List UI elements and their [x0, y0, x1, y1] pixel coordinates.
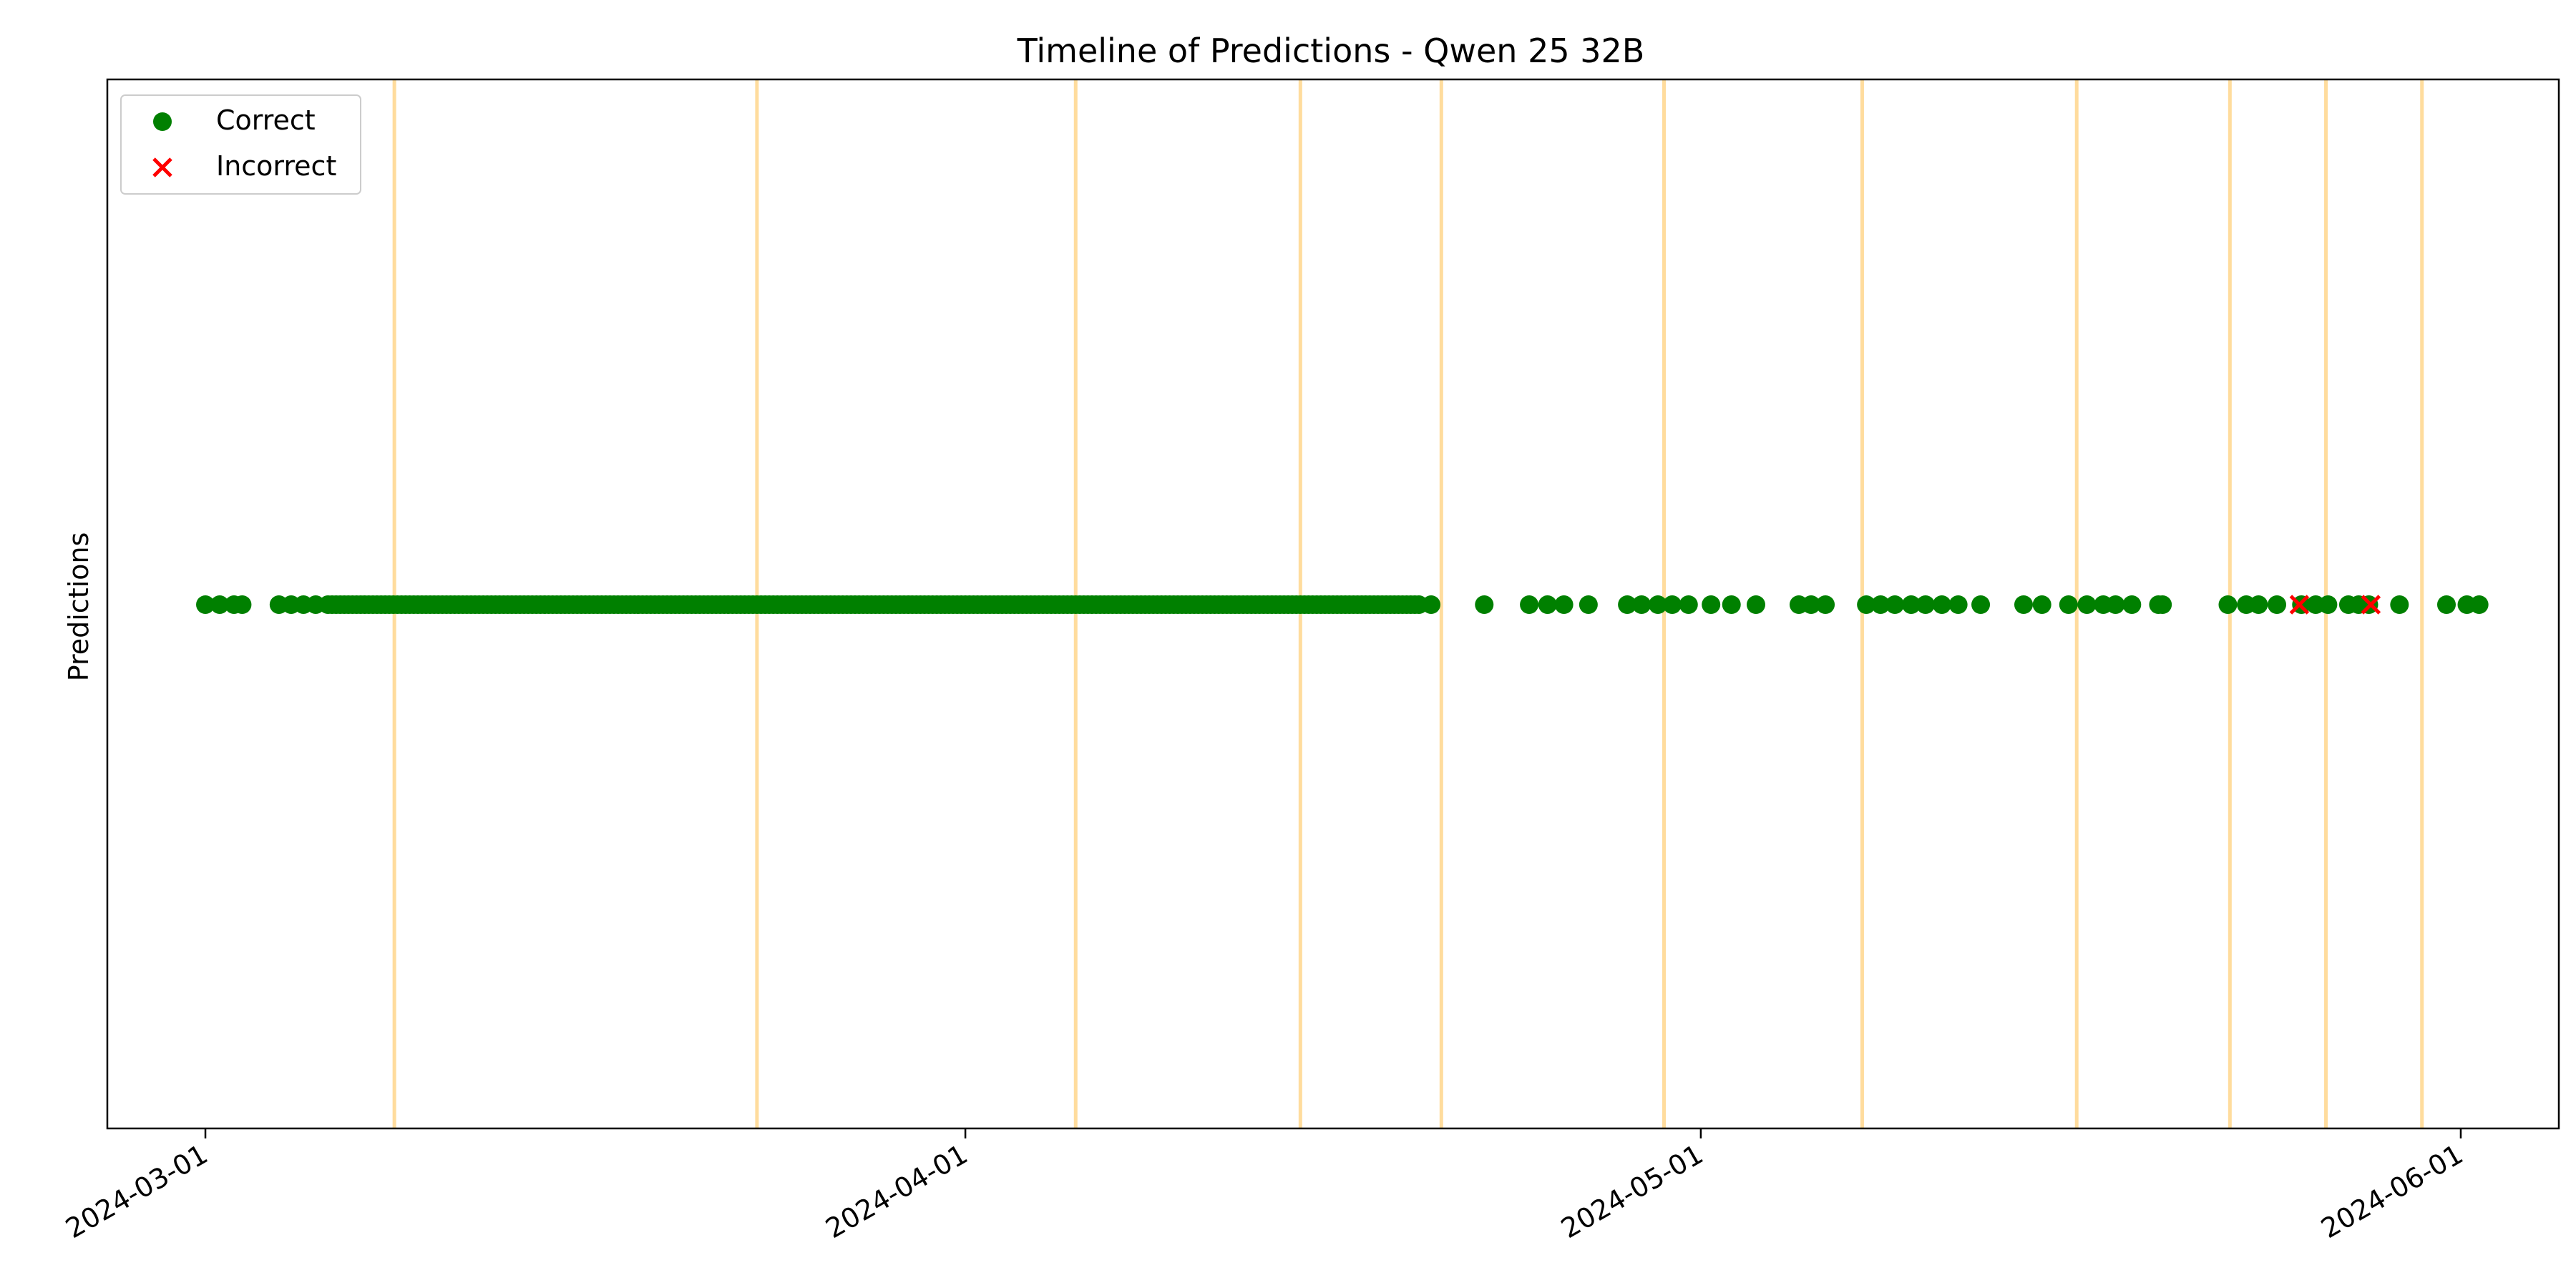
- y-axis-label: Predictions: [63, 532, 94, 682]
- correct-point: [1916, 595, 1935, 614]
- correct-point: [1648, 595, 1667, 614]
- correct-point: [1702, 595, 1721, 614]
- chart-title: Timeline of Predictions - Qwen 25 32B: [1017, 31, 1645, 70]
- legend-incorrect-marker: [152, 157, 172, 177]
- correct-point: [196, 595, 215, 614]
- legend-x-icon: [152, 157, 172, 177]
- correct-point: [1901, 595, 1921, 614]
- correct-point: [2268, 595, 2287, 614]
- correct-point: [1538, 595, 1557, 614]
- correct-point: [1554, 595, 1574, 614]
- correct-point: [1722, 595, 1741, 614]
- correct-point: [1746, 595, 1765, 614]
- correct-point: [2218, 595, 2238, 614]
- correct-point: [2122, 595, 2142, 614]
- legend: Correct Incorrect: [120, 94, 361, 195]
- incorrect-point: [2289, 595, 2310, 615]
- correct-point: [2059, 595, 2078, 614]
- correct-point: [2153, 595, 2172, 614]
- legend-correct-label: Correct: [216, 104, 316, 136]
- incorrect-point: [2361, 595, 2381, 615]
- correct-point: [1662, 595, 1682, 614]
- correct-point: [1618, 595, 1637, 614]
- legend-box: [120, 94, 361, 195]
- correct-point: [1579, 595, 1598, 614]
- correct-point: [2014, 595, 2033, 614]
- legend-correct-marker: [153, 112, 172, 131]
- correct-point: [2469, 595, 2489, 614]
- correct-point: [1802, 595, 1821, 614]
- correct-point: [1679, 595, 1698, 614]
- correct-point: [1475, 595, 1494, 614]
- correct-point: [2390, 595, 2409, 614]
- plot-frame: [106, 78, 2560, 1130]
- legend-incorrect-label: Incorrect: [216, 150, 336, 182]
- correct-point: [210, 595, 230, 614]
- correct-point: [1885, 595, 1905, 614]
- correct-point: [1948, 595, 1968, 614]
- data-points: [196, 595, 2489, 615]
- correct-point: [1971, 595, 1991, 614]
- correct-point: [1932, 595, 1951, 614]
- correct-point: [1857, 595, 1876, 614]
- correct-point: [1422, 595, 1441, 614]
- correct-point: [1871, 595, 1890, 614]
- correct-point: [2436, 595, 2456, 614]
- correct-point: [233, 595, 252, 614]
- correct-point: [1520, 595, 1539, 614]
- correct-point: [2249, 595, 2268, 614]
- correct-point: [1816, 595, 1835, 614]
- correct-point: [2077, 595, 2097, 614]
- correct-point: [1632, 595, 1652, 614]
- correct-point: [2106, 595, 2125, 614]
- correct-point: [2032, 595, 2051, 614]
- correct-point: [2318, 595, 2338, 614]
- correct-point: [306, 595, 326, 614]
